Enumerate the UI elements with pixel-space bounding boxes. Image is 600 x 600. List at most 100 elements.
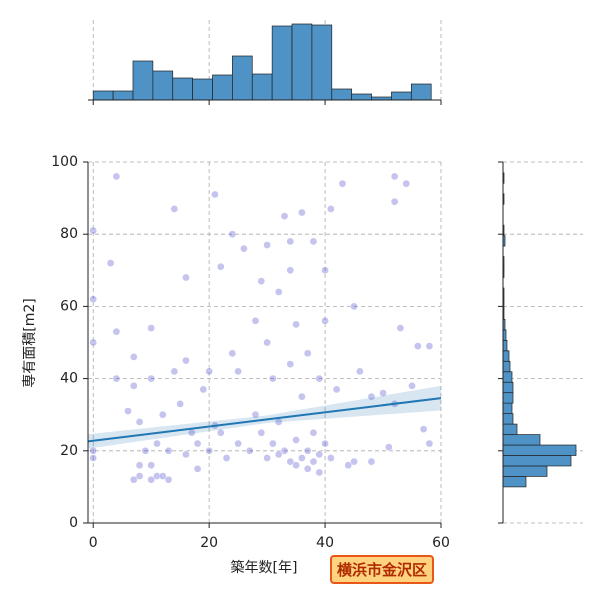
point xyxy=(263,454,271,462)
histogram-bar xyxy=(132,60,154,101)
point xyxy=(280,446,289,455)
point xyxy=(106,259,115,267)
point xyxy=(309,237,318,246)
y-tick-label: 60 xyxy=(60,298,78,314)
point xyxy=(280,212,289,220)
point xyxy=(141,446,150,455)
point xyxy=(286,457,295,466)
histogram-bar xyxy=(502,423,518,435)
point xyxy=(419,425,428,433)
point xyxy=(89,226,98,235)
point xyxy=(129,353,138,361)
point xyxy=(216,428,225,437)
point xyxy=(135,461,144,470)
point xyxy=(425,439,434,448)
point xyxy=(176,400,185,408)
histogram-bar xyxy=(92,90,114,101)
point xyxy=(153,439,161,448)
y-tick-label: 0 xyxy=(69,515,78,531)
point xyxy=(234,439,242,448)
point xyxy=(135,418,144,426)
histogram-bar xyxy=(502,402,513,414)
point xyxy=(367,392,376,401)
point xyxy=(193,465,202,473)
point xyxy=(257,277,266,285)
point xyxy=(286,360,295,369)
point xyxy=(135,472,144,480)
point xyxy=(147,475,156,484)
point xyxy=(164,475,173,484)
point xyxy=(147,461,156,470)
histogram-bar xyxy=(502,465,548,477)
point xyxy=(274,288,283,296)
point xyxy=(89,295,98,304)
point xyxy=(315,374,324,383)
histogram-bar xyxy=(502,455,572,467)
x-tick-label: 40 xyxy=(316,535,334,551)
point xyxy=(367,457,376,466)
point xyxy=(298,392,306,401)
histogram-bar xyxy=(502,413,514,425)
point xyxy=(292,436,300,444)
point xyxy=(286,266,295,275)
point xyxy=(205,367,213,376)
x-tick-label: 60 xyxy=(432,535,450,551)
point xyxy=(182,450,190,459)
histogram-bar xyxy=(502,381,514,394)
area-badge: 横浜市金沢区 xyxy=(330,555,435,584)
y-tick-label: 40 xyxy=(60,371,78,387)
histogram-bar xyxy=(112,90,134,101)
point xyxy=(251,316,260,325)
regression-line xyxy=(87,397,442,443)
point xyxy=(402,179,411,188)
point xyxy=(321,316,329,325)
point xyxy=(390,197,399,206)
point xyxy=(228,230,237,239)
point xyxy=(129,381,138,390)
point xyxy=(408,381,416,390)
point xyxy=(303,465,312,473)
point xyxy=(158,410,167,419)
point xyxy=(298,454,306,462)
point xyxy=(153,472,161,480)
histogram-bar xyxy=(502,444,577,456)
point xyxy=(164,446,173,455)
point xyxy=(193,439,202,448)
point xyxy=(170,367,179,376)
point xyxy=(234,367,242,376)
point xyxy=(384,443,393,452)
histogram-bar xyxy=(331,88,353,101)
y-tick-label: 20 xyxy=(60,443,78,459)
point xyxy=(147,374,156,383)
point xyxy=(292,320,300,329)
point xyxy=(309,428,318,437)
point xyxy=(222,454,231,462)
histogram-bar xyxy=(251,73,273,101)
point xyxy=(327,205,335,213)
point xyxy=(332,385,341,394)
histogram-bar xyxy=(502,434,541,446)
point xyxy=(315,450,324,459)
point xyxy=(199,385,208,394)
point xyxy=(112,327,121,336)
point xyxy=(112,374,121,383)
point xyxy=(89,454,98,462)
point xyxy=(344,461,353,470)
point xyxy=(379,389,387,397)
point xyxy=(338,179,347,188)
point xyxy=(350,457,358,466)
histogram-bar xyxy=(232,55,253,101)
point xyxy=(89,446,98,455)
point xyxy=(315,468,324,477)
point xyxy=(257,428,266,437)
histogram-bar xyxy=(271,25,293,101)
point xyxy=(205,446,213,455)
point xyxy=(228,349,237,358)
point xyxy=(425,342,434,350)
point xyxy=(124,407,132,415)
point xyxy=(321,266,329,275)
point xyxy=(158,472,167,480)
histogram-bar xyxy=(192,78,213,101)
